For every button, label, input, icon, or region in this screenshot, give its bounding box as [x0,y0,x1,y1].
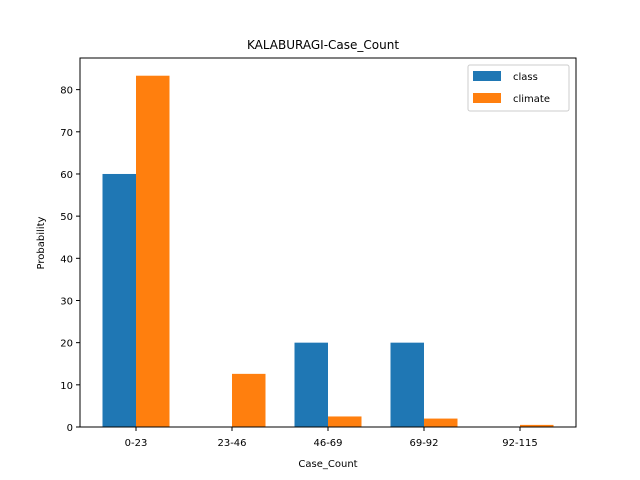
y-tick-label: 60 [60,170,73,181]
x-tick-label: 46-69 [313,438,342,449]
plot-frame [79,57,577,428]
x-tick-label: 69-92 [409,438,438,449]
y-axis-ticks: 0 10 20 30 40 50 60 70 80 [60,86,80,434]
legend-swatch-class [473,71,501,81]
x-axis-label: Case_Count [298,459,357,470]
chart-title: KALABURAGI-Case_Count [247,38,399,52]
y-tick-label: 20 [60,339,73,350]
x-tick-label: 23-46 [217,438,246,449]
legend-label-class: class [513,72,538,83]
y-tick-label: 70 [60,128,73,139]
bar-climate-69-92 [424,418,458,427]
bar-climate-92-115 [520,424,554,427]
bars-group [102,75,554,428]
x-tick-label: 92-115 [502,438,537,449]
y-tick-label: 0 [67,423,73,434]
bar-climate-23-46 [232,373,266,427]
legend: class climate [467,64,570,112]
y-tick-label: 10 [60,381,73,392]
bar-climate-0-23 [136,75,170,428]
y-tick-label: 40 [60,254,73,265]
y-tick-label: 50 [60,212,73,223]
y-axis-label: Probability [36,216,47,269]
x-tick-label: 0-23 [125,438,148,449]
bar-class-0-23 [102,173,136,427]
y-tick-label: 80 [60,86,73,97]
x-axis-ticks: 0-23 23-46 46-69 69-92 92-115 [125,427,538,449]
bar-climate-46-69 [328,416,362,427]
y-tick-label: 30 [60,296,73,307]
legend-label-climate: climate [513,94,550,105]
bar-class-46-69 [294,342,328,427]
bar-class-69-92 [390,342,424,427]
legend-swatch-climate [473,93,501,103]
